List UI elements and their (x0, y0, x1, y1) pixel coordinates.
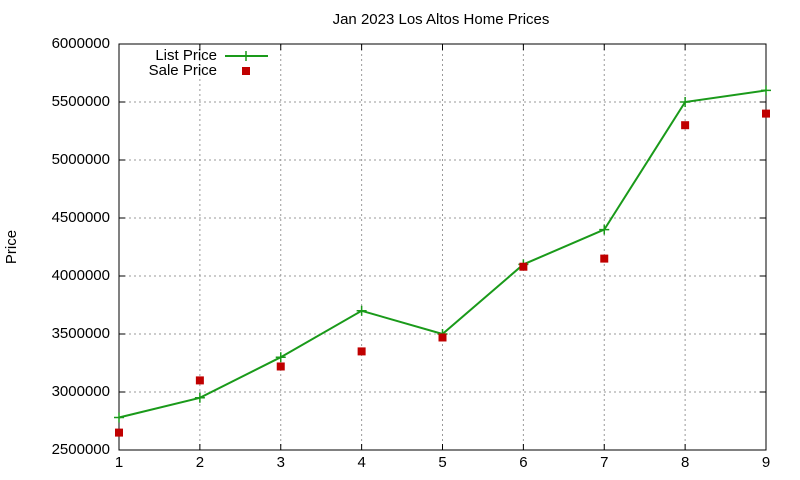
x-tick-label: 6 (519, 454, 527, 471)
plot-border (118, 43, 767, 451)
marker (275, 352, 286, 363)
legend-label: List Price (155, 47, 217, 64)
x-tick-label: 2 (196, 454, 204, 471)
marker (276, 362, 285, 371)
legend-swatch (241, 51, 251, 61)
x-tick-label: 7 (600, 454, 608, 471)
marker (357, 347, 366, 356)
y-tick-label: 6000000 (52, 35, 110, 52)
legend-label: Sale Price (149, 62, 217, 79)
x-tick-label: 3 (277, 454, 285, 471)
x-tick-label: 5 (438, 454, 446, 471)
marker (356, 305, 367, 316)
y-tick-label: 4000000 (52, 267, 110, 284)
x-tick-label: 4 (357, 454, 365, 471)
y-tick-label: 5000000 (52, 151, 110, 168)
marker (194, 392, 205, 403)
y-tick-label: 5500000 (52, 93, 110, 110)
y-tick-label: 3000000 (52, 383, 110, 400)
marker (681, 121, 690, 130)
y-tick-label: 2500000 (52, 441, 110, 458)
x-tick-label: 8 (681, 454, 689, 471)
marker (115, 428, 123, 437)
legend-swatch (242, 67, 250, 75)
y-tick-label: 4500000 (52, 209, 110, 226)
marker (519, 262, 528, 271)
marker (438, 333, 447, 342)
y-tick-label: 3500000 (52, 325, 110, 342)
marker (680, 97, 691, 107)
x-tick-label: 9 (762, 454, 770, 471)
y-axis-label: Price (3, 230, 20, 264)
marker (195, 376, 204, 385)
marker (600, 254, 609, 263)
marker (599, 224, 610, 235)
x-tick-label: 1 (115, 454, 123, 471)
marker (761, 85, 771, 96)
marker (114, 412, 124, 423)
marker (762, 109, 770, 118)
chart-title: Jan 2023 Los Altos Home Prices (333, 11, 550, 28)
